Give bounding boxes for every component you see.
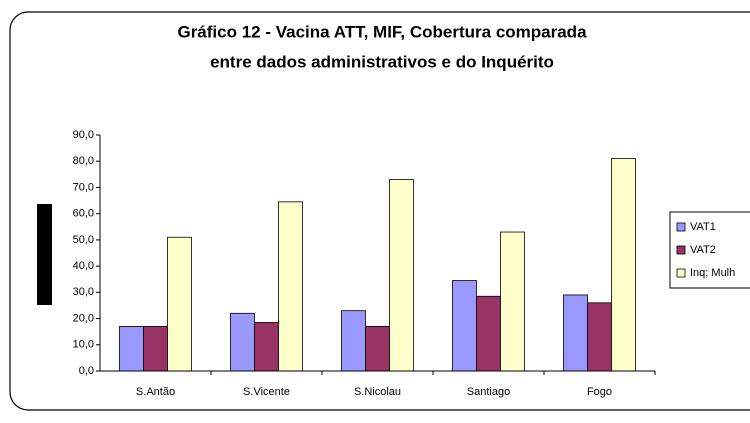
x-tick-label: S.Nicolau	[354, 386, 401, 398]
x-tick-label: S.Antão	[136, 386, 175, 398]
bar	[143, 326, 168, 372]
legend-swatch	[676, 222, 686, 232]
y-tick-label: 0,0	[79, 365, 94, 377]
y-tick-label: 50,0	[73, 234, 94, 246]
bar	[230, 312, 255, 372]
bar	[563, 294, 588, 372]
y-tick-label: 60,0	[73, 208, 94, 220]
legend-swatch	[676, 268, 686, 278]
chart-title: Gráfico 12 - Vacina ATT, MIF, Cobertura …	[177, 22, 587, 41]
bar	[341, 310, 366, 372]
bar	[167, 236, 192, 372]
legend-swatch	[676, 245, 686, 255]
bar	[254, 322, 279, 372]
bar	[389, 179, 414, 372]
chart-title: entre dados administrativos e do Inquéri…	[210, 52, 554, 71]
x-tick-label: Santiago	[467, 386, 510, 398]
black-block	[37, 204, 52, 305]
bar	[119, 326, 144, 372]
bar	[476, 295, 501, 372]
bar	[611, 158, 636, 372]
x-tick-label: Fogo	[587, 386, 612, 398]
bar	[452, 280, 477, 372]
bar	[500, 231, 525, 372]
legend-label: Inq; Mulh	[690, 267, 735, 279]
y-tick-label: 80,0	[73, 155, 94, 167]
legend-label: VAT1	[690, 221, 716, 233]
legend-label: VAT2	[690, 244, 716, 256]
y-tick-label: 10,0	[73, 339, 94, 351]
y-tick-label: 30,0	[73, 286, 94, 298]
y-tick-label: 70,0	[73, 181, 94, 193]
bar	[365, 326, 390, 372]
x-tick-label: S.Vicente	[243, 386, 290, 398]
bar	[278, 201, 303, 372]
y-tick-label: 20,0	[73, 312, 94, 324]
y-tick-label: 90,0	[73, 129, 94, 141]
bar	[587, 302, 612, 372]
y-tick-label: 40,0	[73, 260, 94, 272]
